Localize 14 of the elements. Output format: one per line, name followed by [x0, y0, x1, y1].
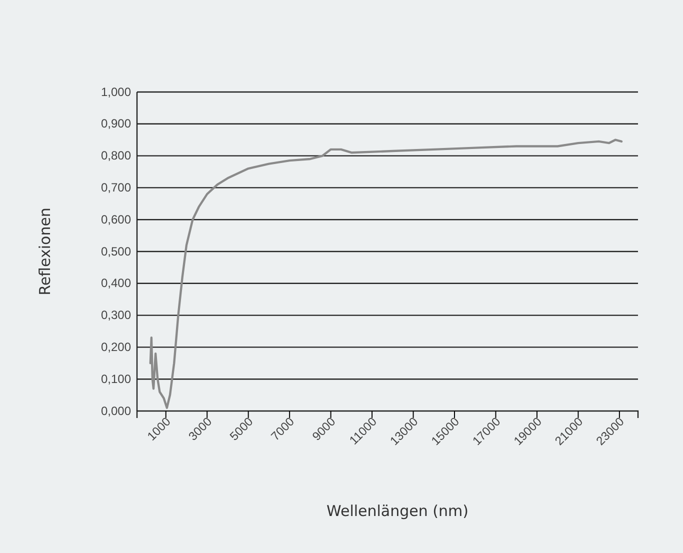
y-axis-title: Reflexionen [36, 208, 54, 296]
y-tick-label: 0,700 [100, 180, 132, 195]
y-tick-label: 1,000 [100, 84, 132, 99]
y-tick-label: 0,900 [100, 116, 132, 131]
y-tick-label: 0,800 [100, 148, 132, 163]
y-tick-label: 0,600 [100, 212, 132, 226]
y-tick-label: 0,400 [100, 276, 132, 290]
y-tick-label: 0,000 [100, 404, 132, 418]
y-tick-label: 0,500 [100, 244, 132, 258]
line-series [149, 138, 623, 409]
y-tick-label: 0,200 [100, 340, 132, 354]
y-tick-label: 0,100 [100, 372, 132, 386]
y-tick-label: 0,300 [100, 308, 132, 322]
x-axis-title: Wellenlängen (nm) [326, 502, 468, 520]
